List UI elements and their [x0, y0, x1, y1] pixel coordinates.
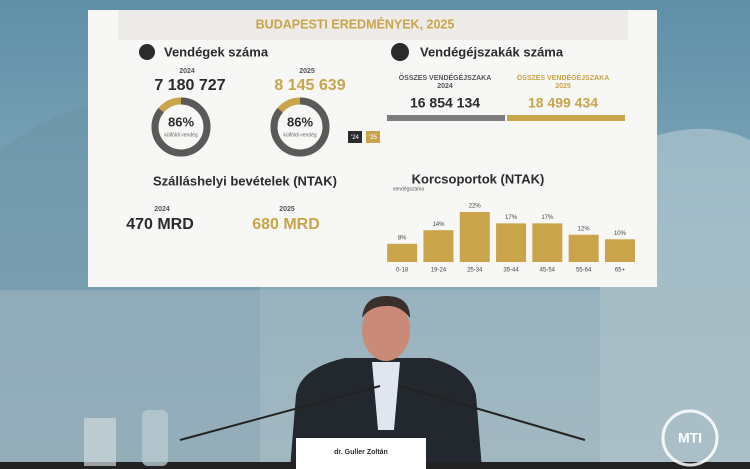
- x-tick-label: 35-44: [503, 268, 519, 274]
- bar: [568, 234, 599, 262]
- value: 7 180 727: [154, 77, 225, 94]
- icon: [139, 44, 155, 60]
- value-label: 22%: [469, 204, 482, 210]
- value-label: 12%: [578, 226, 591, 232]
- bar: [423, 230, 454, 262]
- value: 8 145 639: [274, 77, 345, 94]
- value-label: 17%: [505, 215, 518, 221]
- donut-caption: külföldi vendég: [283, 132, 317, 138]
- donut-arc: [270, 97, 330, 157]
- donut-caption: külföldi vendég: [164, 132, 198, 138]
- glass: [84, 418, 116, 466]
- year: 2025: [555, 83, 571, 90]
- donut-arc: [151, 97, 211, 157]
- year: 2024: [154, 206, 170, 213]
- bar: [387, 243, 418, 262]
- label: ÖSSZES VENDÉGÉJSZAKA: [399, 73, 492, 82]
- year: 2025: [279, 206, 295, 213]
- year: 2024: [437, 83, 453, 90]
- microphones: [179, 385, 586, 441]
- section-title: Vendégéjszakák száma: [420, 44, 564, 59]
- legend-label: '25: [369, 135, 377, 141]
- section-title: Vendégek száma: [164, 44, 269, 59]
- logo: MTI: [678, 430, 702, 446]
- value: 680 MRD: [252, 216, 320, 233]
- speaker-head: [362, 299, 410, 361]
- x-tick-label: 45-54: [540, 268, 556, 274]
- hair: [362, 296, 410, 318]
- icon: [391, 43, 409, 61]
- label: ÖSSZES VENDÉGÉJSZAKA: [517, 73, 610, 82]
- year: 2024: [179, 68, 195, 75]
- bottle: [142, 410, 168, 466]
- chart-title: Korcsoportok (NTAK): [412, 171, 545, 186]
- legend-swatch: [348, 131, 362, 143]
- bar-decor: [387, 115, 505, 121]
- donuts: 86% külföldi vendég 86% külföldi vendég: [151, 97, 330, 157]
- x-tick-label: 65+: [615, 268, 626, 274]
- nameplate: [296, 438, 426, 469]
- donut-label: 86%: [287, 114, 313, 129]
- value-label: 17%: [541, 215, 554, 221]
- legend-swatch: [366, 131, 380, 143]
- donut-label: 86%: [168, 114, 194, 129]
- shirt: [372, 362, 400, 430]
- slide-title: BUDAPESTI EREDMÉNYEK, 2025: [256, 16, 455, 31]
- x-tick-label: 55-64: [576, 268, 592, 274]
- bar: [604, 239, 635, 262]
- value: 470 MRD: [126, 216, 194, 233]
- x-tick-label: 19-24: [431, 268, 447, 274]
- chart-subtitle: vendégszáma: [393, 186, 424, 192]
- value-label: 10%: [614, 231, 627, 237]
- slide-header: [118, 10, 628, 40]
- bar-decor: [507, 115, 625, 121]
- x-tick-label: 25-34: [467, 268, 483, 274]
- year: 2025: [299, 68, 315, 75]
- bar: [532, 223, 563, 262]
- section-title: Szálláshelyi bevételek (NTAK): [153, 173, 337, 188]
- bar: [496, 223, 527, 262]
- legend-label: '24: [351, 135, 359, 141]
- x-tick-label: 0-18: [396, 268, 409, 274]
- value-label: 14%: [432, 222, 445, 228]
- value-label: 8%: [398, 235, 407, 241]
- nameplate-text: dr. Guller Zoltán: [334, 449, 388, 456]
- bar: [459, 212, 490, 262]
- age-chart: 8% 0-18 14% 19-24 22% 25-34 17% 35-44 17% 45-54 12…: [387, 204, 635, 274]
- value: 16 854 134: [410, 95, 480, 111]
- value: 18 499 434: [528, 95, 598, 111]
- logo-ring: [661, 409, 719, 467]
